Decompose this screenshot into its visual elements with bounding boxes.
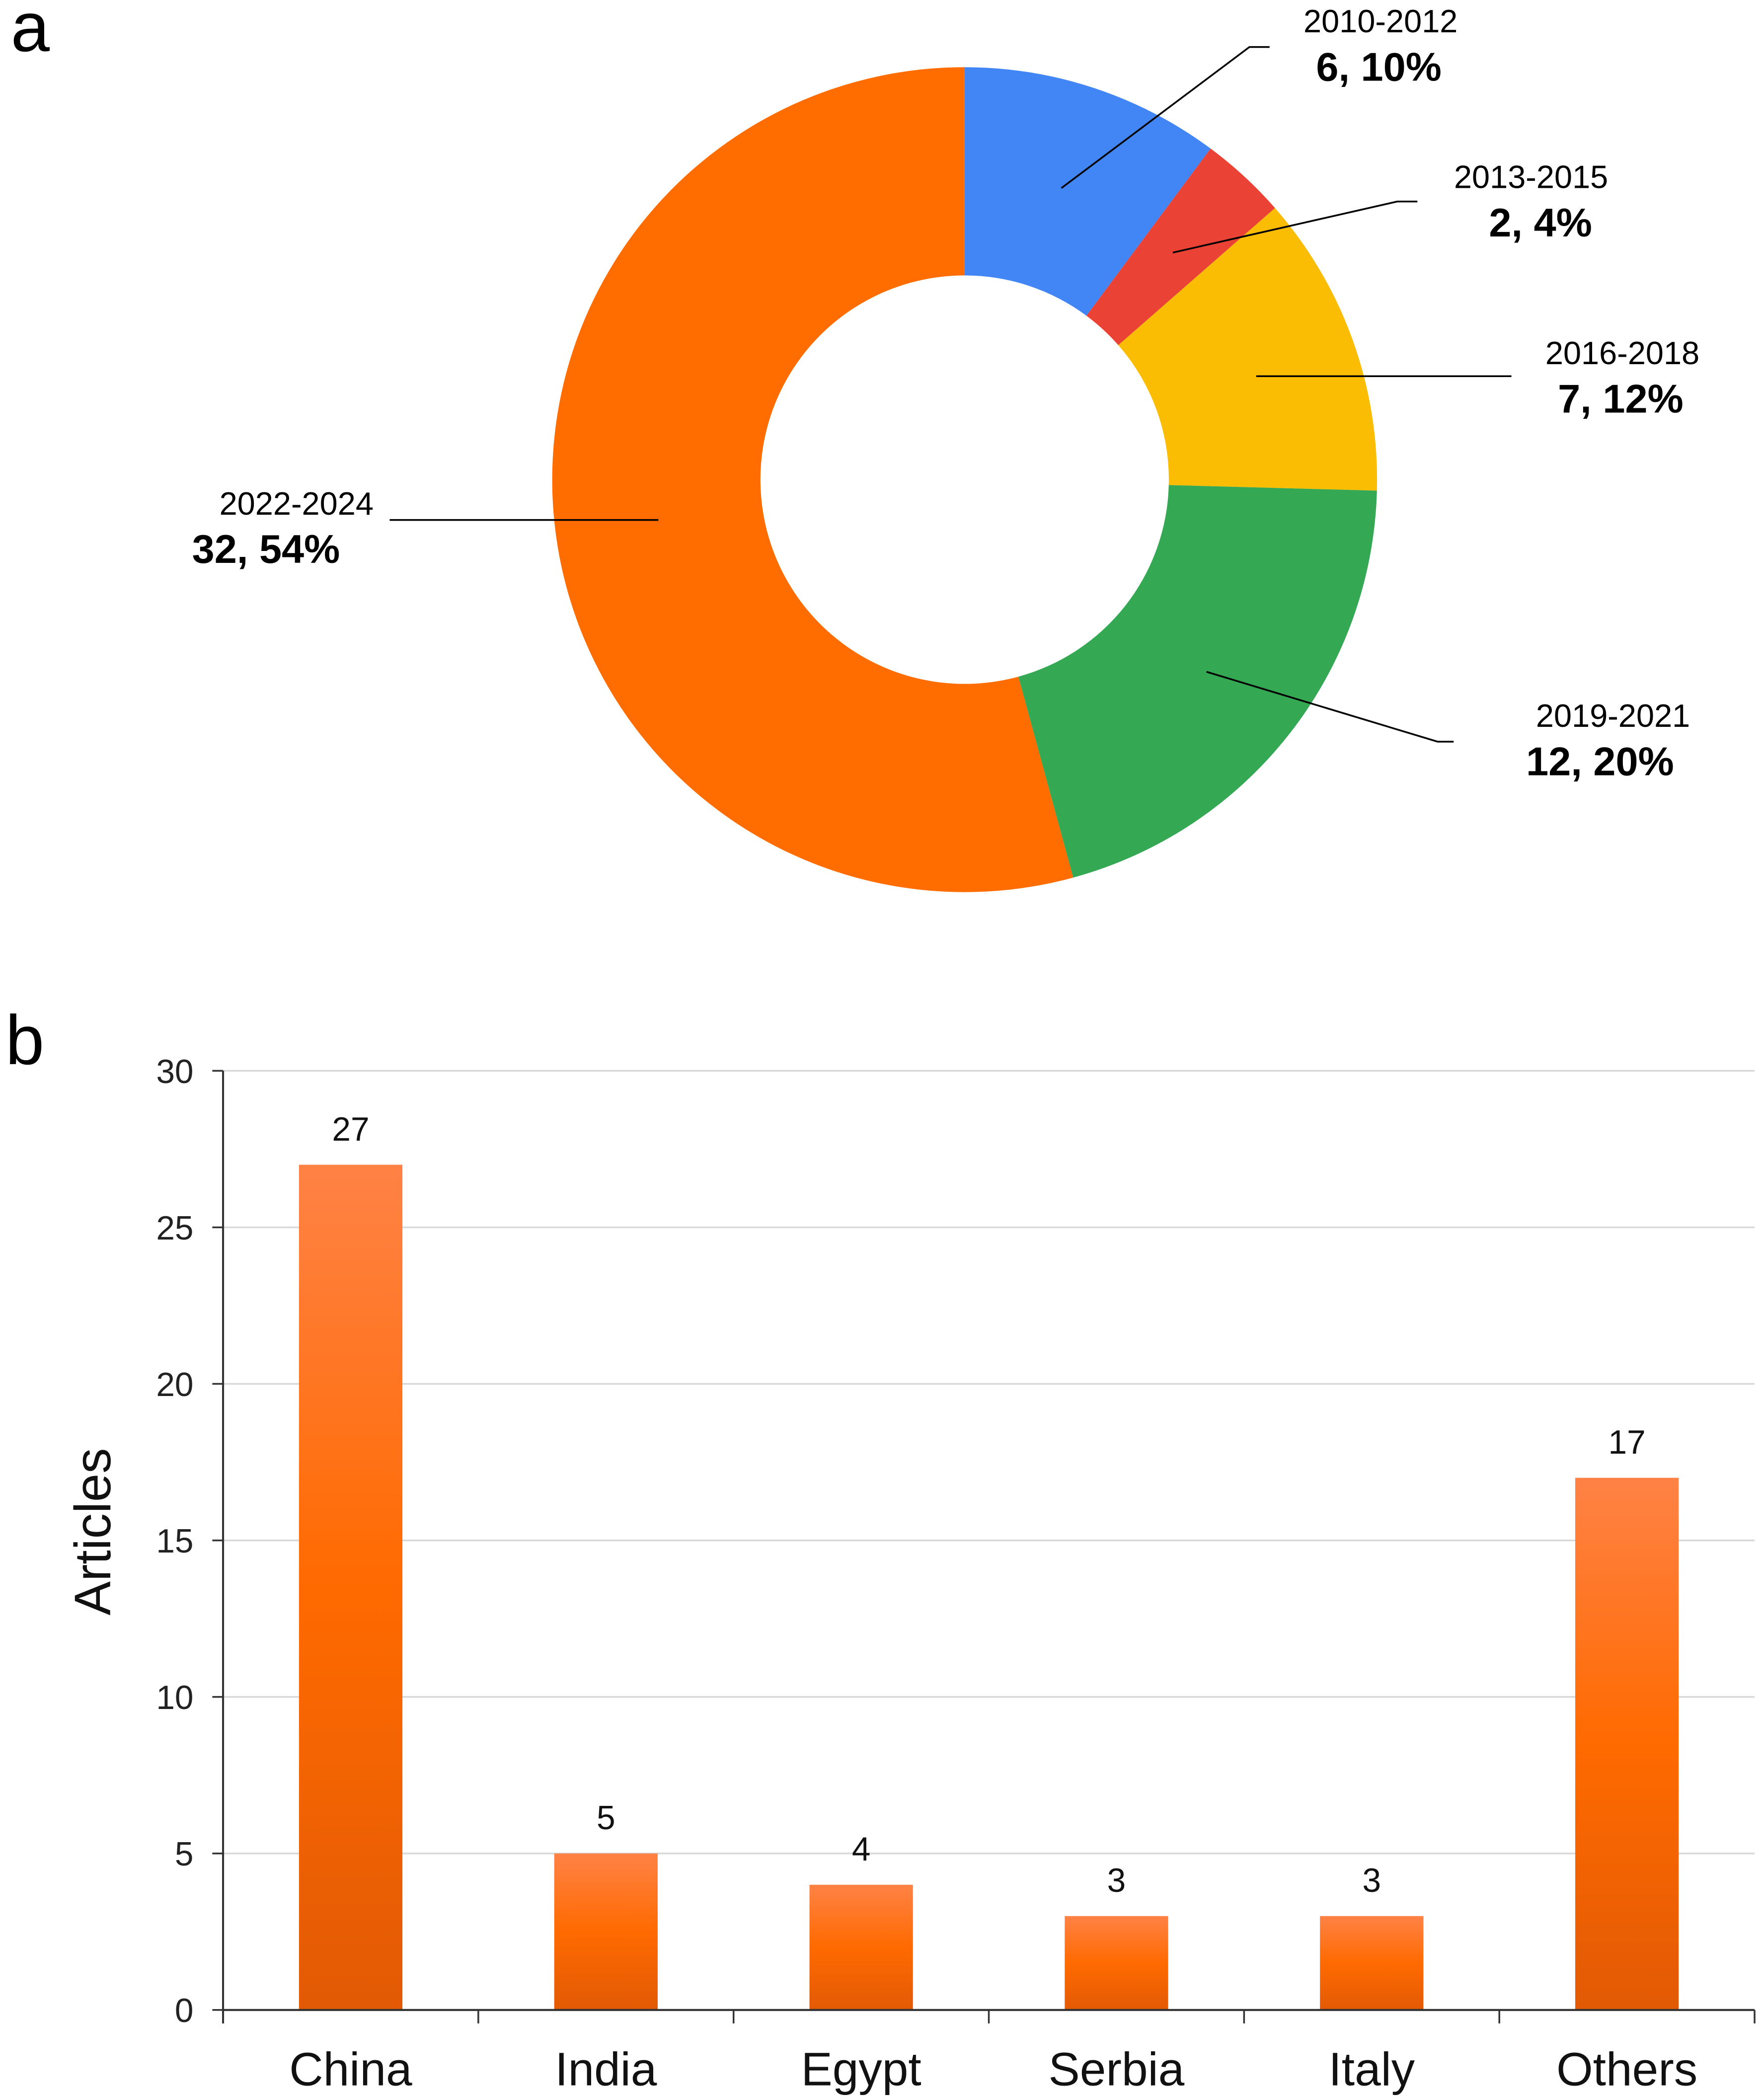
slice-2022-2024 [552,67,1073,892]
bar-Italy [1320,1916,1424,2010]
slice-2010-2012 [964,67,1211,316]
slice-2013-2015 [1086,149,1275,345]
donut-chart: 2010-2012 6, 10% 2013-2015 2, 4% 2016-2018 7,… [192,3,1699,892]
y-tick-label: 0 [175,1992,194,2029]
panel-label-b: b [5,1001,44,1079]
leader-line [1206,671,1454,743]
bar-value-label: 3 [1107,1862,1126,1899]
x-tick-label: Egypt [801,2043,921,2096]
leader-line [1172,200,1418,254]
y-axis-label: Articles [64,1448,121,1616]
slice-label: 2022-2024 [220,485,374,522]
bar-value-label: 4 [852,1831,871,1868]
bar-value-label: 27 [332,1111,369,1148]
x-tick-label: India [555,2043,657,2096]
bar-value-label: 5 [597,1799,615,1837]
y-tick-label: 20 [156,1366,193,1403]
x-tick-label: Others [1556,2043,1697,2096]
bar-India [554,1853,658,2010]
slice-value-label: 32, 54% [192,527,340,572]
slice-value-label: 7, 12% [1558,377,1683,421]
y-tick-label: 30 [156,1053,193,1090]
leader-line [1061,46,1270,189]
x-tick-label: Serbia [1049,2043,1185,2096]
panel-label-a: a [11,0,50,66]
bar-Egypt [809,1884,913,2010]
bar-value-label: 17 [1608,1424,1646,1461]
bar-China [299,1165,403,2010]
y-tick-label: 5 [175,1836,194,1873]
slice-2019-2021 [1018,485,1377,878]
bar-Serbia [1065,1916,1168,2010]
y-tick-label: 25 [156,1210,193,1247]
bar-chart: 0 5 10 15 20 25 30 27 China 5 India 4 Egypt 3 Serbia 3 I… [64,1053,1756,2096]
slice-2016-2018 [1118,208,1377,491]
y-tick-label: 15 [156,1523,193,1560]
x-tick-label: Italy [1329,2043,1415,2096]
bar-value-label: 3 [1363,1862,1381,1899]
slice-value-label: 12, 20% [1526,739,1674,784]
y-tick-label: 10 [156,1679,193,1716]
x-tick-label: China [289,2043,412,2096]
slice-label: 2016-2018 [1545,335,1699,371]
slice-label: 2013-2015 [1454,159,1608,195]
bar-Others [1575,1478,1679,2010]
slice-label: 2019-2021 [1536,698,1690,734]
slice-value-label: 2, 4% [1489,201,1592,245]
slice-value-label: 6, 10% [1316,45,1442,89]
slice-label: 2010-2012 [1303,3,1457,39]
